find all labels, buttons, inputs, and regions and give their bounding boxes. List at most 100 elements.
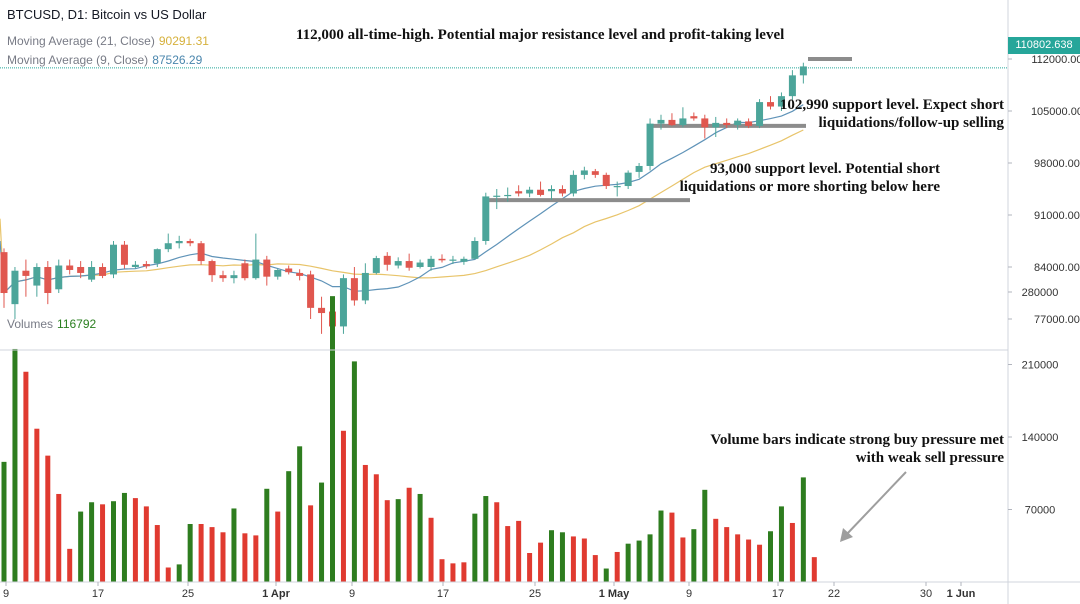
annotation-ath: 112,000 all-time-high. Potential major r… xyxy=(296,27,785,43)
volume-bar xyxy=(768,531,773,582)
candle-body xyxy=(131,264,139,267)
volume-bar xyxy=(439,559,445,582)
volume-bar xyxy=(614,551,620,582)
price-tick-label: 77000.000 xyxy=(1034,314,1080,326)
candle-body xyxy=(219,275,227,279)
price-tick-label: 98000.000 xyxy=(1034,158,1080,170)
candle-body xyxy=(777,96,785,107)
candle-body xyxy=(799,66,807,76)
candle-body xyxy=(350,278,358,301)
time-tick-label: 9 xyxy=(686,588,692,600)
ma21-line xyxy=(0,129,804,295)
candle-body xyxy=(657,119,665,124)
volumes-legend: Volumes 116792 xyxy=(7,317,96,331)
candle-body xyxy=(613,186,621,188)
volume-bar xyxy=(165,567,171,582)
volume-bar xyxy=(680,537,686,582)
time-tick-label: 17 xyxy=(437,588,449,600)
time-tick-label: 22 xyxy=(828,588,840,600)
candle-body xyxy=(339,278,347,327)
current-price-tag: 110802.638 xyxy=(1008,37,1080,54)
candle-body xyxy=(405,261,413,268)
candle-body xyxy=(635,165,643,172)
candle-body xyxy=(44,267,52,293)
price-tick-label: 84000.000 xyxy=(1034,262,1080,274)
price-tick-label: 91000.000 xyxy=(1034,210,1080,222)
volume-bar xyxy=(362,464,368,582)
volumes-label: Volumes xyxy=(7,317,54,331)
candle-body xyxy=(701,118,709,128)
volume-bar xyxy=(505,526,511,582)
volume-bar xyxy=(45,455,51,582)
volume-bar xyxy=(198,524,204,582)
volume-bar xyxy=(406,487,412,582)
candle-body xyxy=(723,122,731,126)
volume-bar xyxy=(483,496,489,582)
volume-bar xyxy=(330,296,335,582)
volume-bar xyxy=(658,510,664,582)
volume-bar xyxy=(351,361,357,582)
ma9-label: Moving Average (9, Close) xyxy=(7,53,149,67)
volume-bar xyxy=(428,517,434,582)
candle-body xyxy=(110,244,117,275)
time-tick-label: 1 May xyxy=(599,588,630,600)
volume-bar xyxy=(340,430,346,582)
candle-body xyxy=(33,267,41,286)
volume-bar xyxy=(724,527,730,582)
volume-bar xyxy=(373,474,379,582)
candle-body xyxy=(164,243,172,250)
candle-body xyxy=(526,189,534,194)
candle-body xyxy=(383,255,391,265)
volume-bar xyxy=(286,471,292,582)
candle-body xyxy=(690,116,698,119)
volume-tick-label: 140000 xyxy=(1022,432,1059,444)
volume-bar xyxy=(231,508,237,582)
candle-body xyxy=(624,172,632,187)
time-tick-label: 17 xyxy=(92,588,104,600)
volume-bar xyxy=(789,522,795,582)
candle-body xyxy=(285,268,293,273)
volume-bar xyxy=(778,506,784,582)
candle-body xyxy=(580,170,588,175)
candle-body xyxy=(175,241,183,244)
candle-body xyxy=(449,259,457,261)
volume-bar xyxy=(669,512,675,582)
candlestick-series xyxy=(0,62,807,336)
volume-bar xyxy=(253,535,259,582)
volume-bar xyxy=(111,501,116,582)
volume-bar xyxy=(297,446,303,582)
candle-body xyxy=(88,267,96,280)
candle-body xyxy=(77,267,85,273)
annotation-support-102990: 102,990 support level. Expect short liqu… xyxy=(779,97,1004,131)
volume-bar xyxy=(275,511,281,582)
volume-bar xyxy=(538,542,544,582)
volume-bar xyxy=(67,548,73,582)
candle-body xyxy=(558,189,566,194)
moving-average-lines xyxy=(0,104,804,295)
volume-annotation-arrow xyxy=(840,471,907,542)
volume-bar xyxy=(800,477,806,582)
volume-bar xyxy=(23,371,29,582)
candle-body xyxy=(427,258,435,267)
candle-body xyxy=(460,258,468,262)
candle-body xyxy=(252,259,260,279)
candle-body xyxy=(734,120,742,126)
candle-body xyxy=(197,243,205,262)
volume-bar xyxy=(516,520,522,582)
time-tick-label: 1 Apr xyxy=(262,588,290,600)
volume-bar xyxy=(308,505,314,582)
annotation-support-93000: 93,000 support level. Potential short li… xyxy=(679,161,940,195)
volume-tick-label: 280000 xyxy=(1022,287,1059,299)
volume-series xyxy=(1,296,817,582)
candle-body xyxy=(11,270,19,305)
volume-bar xyxy=(121,492,127,582)
candle-body xyxy=(99,267,107,276)
candle-body xyxy=(788,75,796,97)
chart-title: BTCUSD, D1: Bitcoin vs US Dollar xyxy=(7,7,207,22)
time-tick-label: 17 xyxy=(772,588,784,600)
candle-body xyxy=(274,269,282,277)
volume-bar xyxy=(559,532,565,582)
volume-bar xyxy=(702,489,708,582)
volume-bar xyxy=(78,511,84,582)
